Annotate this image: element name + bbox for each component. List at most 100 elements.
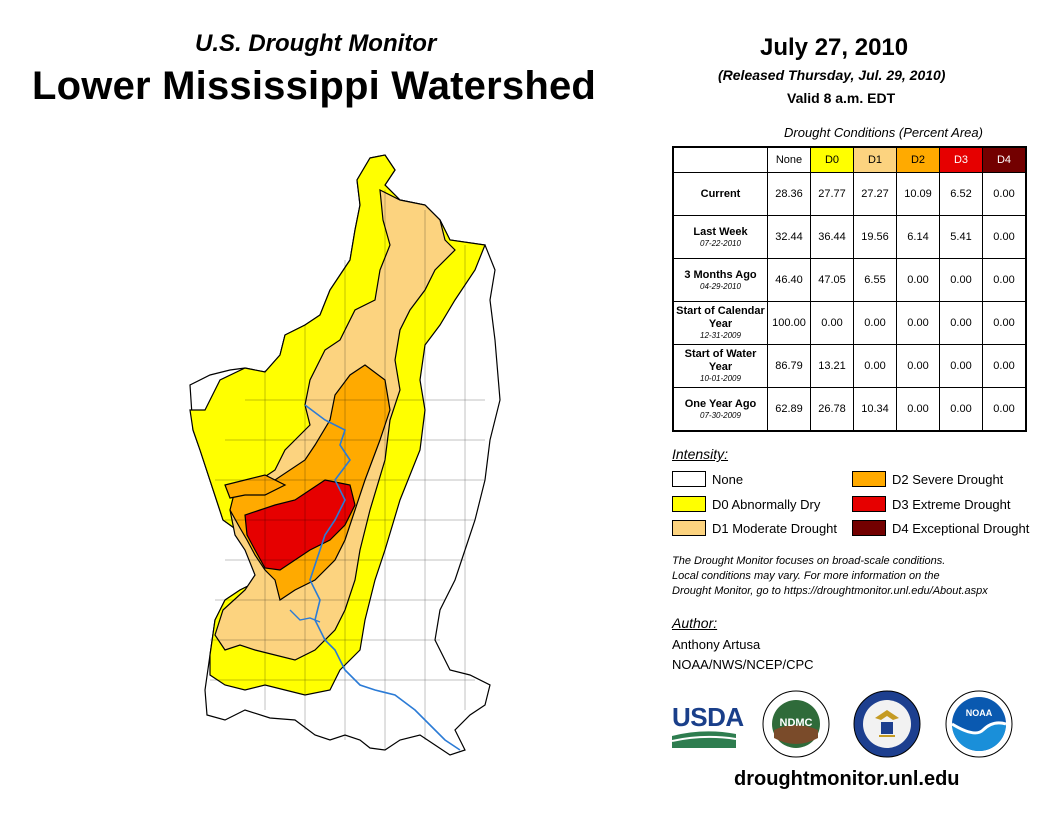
ndmc-logo: NDMC [762,690,830,758]
legend-label-d2: D2 Severe Drought [892,471,1004,487]
legend-label-none: None [712,471,744,487]
valid-time: Valid 8 a.m. EDT [787,90,896,106]
usda-logo: USDA [672,702,744,732]
d2-area-west [224,474,287,499]
table-cell: 47.05 [810,258,854,302]
table-row: Current 28.36 27.77 27.27 10.09 6.52 0.00 [672,172,1027,216]
legend-swatch-none [672,471,706,487]
row-label: One Year Ago 07-30-2009 [672,387,768,432]
table-cell: 62.89 [767,387,811,432]
legend-title: Intensity: [672,446,729,462]
table-cell: 0.00 [982,344,1027,388]
table-cell: 0.00 [982,172,1027,216]
legend-item-d0: D0 Abnormally Dry [672,496,820,512]
note-line-2: Local conditions may vary. For more info… [672,570,940,582]
legend-item-d3: D3 Extreme Drought [852,496,1011,512]
legend-item-none: None [672,471,743,487]
row-label: Start of Water Year 10-01-2009 [672,344,768,388]
legend-swatch-d2 [852,471,886,487]
table-cell: 0.00 [939,258,983,302]
col-none: None [767,146,811,173]
disclaimer-note: The Drought Monitor focuses on broad-sca… [672,554,1042,599]
table-cell: 5.41 [939,215,983,259]
table-cell: 0.00 [896,258,940,302]
legend-swatch-d0 [672,496,706,512]
noaa-logo: NOAA [945,690,1013,758]
map-date: July 27, 2010 [760,34,909,61]
row-label: Last Week 07-22-2010 [672,215,768,259]
author-name: Anthony Artusa [672,637,761,652]
table-cell: 0.00 [896,344,940,388]
col-d3: D3 [939,146,983,173]
row-label: 3 Months Ago 04-29-2010 [672,258,768,302]
table-cell: 10.09 [896,172,940,216]
author-title: Author: [672,615,718,631]
table-cell: 27.77 [810,172,854,216]
noaa-logo-text: NOAA [966,708,993,718]
col-d2: D2 [896,146,940,173]
table-cell: 0.00 [982,387,1027,432]
row-label: Current [672,172,768,216]
table-header-row: None D0 D1 D2 D3 D4 [673,146,1027,173]
note-line-1: The Drought Monitor focuses on broad-sca… [672,555,946,567]
row-label: Start of Calendar Year 12-31-2009 [672,301,768,345]
legend-label-d4: D4 Exceptional Drought [892,520,1030,536]
table-cell: 36.44 [810,215,854,259]
usda-logo-hills [672,731,736,748]
table-cell: 6.14 [896,215,940,259]
site-url[interactable]: droughtmonitor.unl.edu [734,768,960,790]
row-label-text: Start of Water Year [684,348,757,373]
legend-item-d1: D1 Moderate Drought [672,520,837,536]
table-cell: 46.40 [767,258,811,302]
row-label-text: Last Week [693,225,748,238]
table-cell: 0.00 [939,387,983,432]
table-cell: 13.21 [810,344,854,388]
table-row: Start of Calendar Year 12-31-2009 100.00 0.… [672,301,1027,345]
row-label-text: 3 Months Ago [684,268,757,281]
river-tributary [289,609,321,623]
legend-swatch-d1 [672,520,706,536]
map-subtitle: U.S. Drought Monitor [195,30,437,57]
table-row: Last Week 07-22-2010 32.44 36.44 19.56 6.14 5.… [672,215,1027,259]
table-cell: 86.79 [767,344,811,388]
table-cell: 19.56 [853,215,897,259]
row-date: 07-22-2010 [700,238,741,248]
table-cell: 6.52 [939,172,983,216]
table-row: 3 Months Ago 04-29-2010 46.40 47.05 6.55 0.00… [672,258,1027,302]
table-cell: 0.00 [853,344,897,388]
table-cell: 0.00 [810,301,854,345]
row-date: 04-29-2010 [700,281,741,291]
legend-item-d2: D2 Severe Drought [852,471,1003,487]
row-date: 10-01-2009 [700,374,741,383]
note-line-3: Drought Monitor, go to https://droughtmo… [672,585,988,597]
table-cell: 27.27 [853,172,897,216]
col-d1: D1 [853,146,897,173]
legend-item-d4: D4 Exceptional Drought [852,520,1029,536]
table-row: One Year Ago 07-30-2009 62.89 26.78 10.34 0.0… [672,387,1027,432]
table-cell: 32.44 [767,215,811,259]
table-corner [673,147,768,173]
row-label-text: One Year Ago [684,397,757,410]
author-org: NOAA/NWS/NCEP/CPC [672,657,814,672]
table-cell: 6.55 [853,258,897,302]
legend-label-d0: D0 Abnormally Dry [712,496,821,512]
row-label-text: Start of Calendar Year [676,305,765,330]
legend-label-d1: D1 Moderate Drought [712,520,838,536]
legend-label-d3: D3 Extreme Drought [892,496,1011,512]
table-row: Start of Water Year 10-01-2009 86.79 13.21 0… [672,344,1027,388]
map-title: Lower Mississippi Watershed [32,64,597,108]
table-cell: 0.00 [982,258,1027,302]
table-cell: 0.00 [896,301,940,345]
legend-swatch-d4 [852,520,886,536]
table-cell: 0.00 [853,301,897,345]
drought-map [189,154,501,756]
col-d4: D4 [982,146,1027,173]
table-cell: 0.00 [939,344,983,388]
table-cell: 0.00 [982,215,1027,259]
table-cell: 0.00 [982,301,1027,345]
table-cell: 100.00 [767,301,811,345]
table-cell: 26.78 [810,387,854,432]
legend-swatch-d3 [852,496,886,512]
row-label-text: Current [700,187,741,200]
release-date: (Released Thursday, Jul. 29, 2010) [718,67,946,83]
